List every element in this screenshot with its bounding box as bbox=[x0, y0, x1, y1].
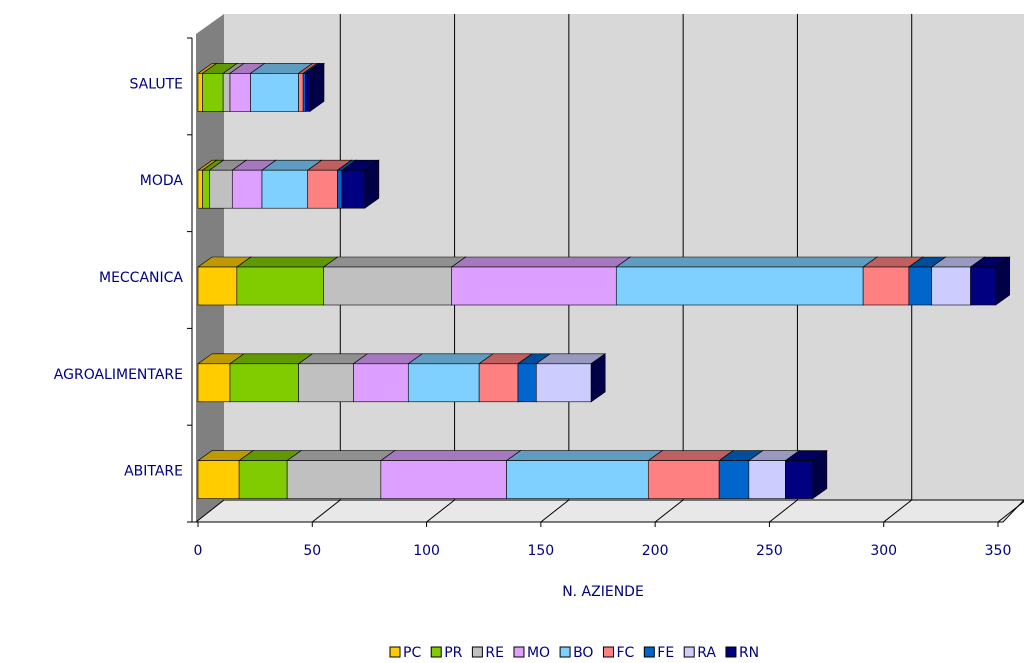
bar bbox=[478, 363, 519, 403]
bar bbox=[197, 169, 203, 209]
bar bbox=[298, 363, 354, 403]
bar bbox=[238, 460, 288, 499]
bar bbox=[250, 73, 299, 112]
legend-swatch bbox=[430, 646, 442, 658]
bar-top bbox=[450, 256, 632, 268]
legend-swatch bbox=[513, 646, 525, 658]
legend-swatch bbox=[559, 646, 571, 658]
bar bbox=[506, 460, 649, 499]
bar bbox=[236, 266, 325, 306]
legend-label: FC bbox=[616, 645, 634, 661]
legend-label: PR bbox=[444, 645, 462, 661]
bar bbox=[380, 460, 507, 499]
x-axis-title: N. AZIENDE bbox=[562, 584, 644, 600]
grid-line bbox=[311, 499, 341, 523]
bar bbox=[209, 169, 233, 209]
x-tick-label: 350 bbox=[985, 543, 1012, 559]
bar bbox=[197, 460, 240, 499]
bar bbox=[202, 169, 210, 209]
bar bbox=[197, 266, 238, 306]
grid-line bbox=[426, 499, 455, 523]
x-tick-label: 200 bbox=[642, 543, 669, 559]
bar-top bbox=[286, 450, 396, 461]
bar-top bbox=[235, 256, 339, 268]
bar bbox=[305, 73, 311, 112]
legend-label: RA bbox=[697, 645, 716, 661]
legend-label: RN bbox=[739, 645, 759, 661]
bar bbox=[535, 363, 592, 403]
bar-top bbox=[647, 450, 735, 461]
bar bbox=[197, 363, 231, 403]
bar bbox=[785, 460, 814, 499]
x-tick-label: 300 bbox=[870, 543, 897, 559]
legend-swatch bbox=[471, 646, 483, 658]
bar bbox=[197, 73, 203, 112]
bar bbox=[908, 266, 933, 306]
bar bbox=[407, 363, 480, 403]
bar bbox=[231, 169, 263, 209]
legend-swatch bbox=[725, 646, 737, 658]
x-tick-label: 250 bbox=[756, 543, 783, 559]
bar bbox=[748, 460, 786, 499]
bar bbox=[647, 460, 720, 499]
bar bbox=[261, 169, 309, 209]
bar bbox=[353, 363, 409, 403]
floor bbox=[194, 499, 1024, 523]
bar bbox=[517, 363, 537, 403]
y-tick-label: AGROALIMENTARE bbox=[54, 367, 183, 383]
bar bbox=[286, 460, 382, 499]
legend-label: FE bbox=[657, 645, 674, 661]
bar bbox=[862, 266, 910, 306]
bar-top bbox=[615, 256, 879, 268]
bar bbox=[451, 266, 617, 306]
legend-label: BO bbox=[573, 645, 593, 661]
y-tick-label: SALUTE bbox=[130, 76, 183, 92]
bar bbox=[323, 266, 453, 306]
bar bbox=[202, 73, 224, 112]
grid-line bbox=[769, 499, 798, 523]
bar-top bbox=[407, 353, 495, 365]
grid-line bbox=[540, 499, 570, 523]
x-tick-label: 150 bbox=[527, 543, 554, 559]
bar bbox=[931, 266, 971, 306]
bar bbox=[337, 169, 343, 209]
legend-label: PC bbox=[403, 645, 421, 661]
bar bbox=[222, 73, 231, 112]
bar bbox=[615, 266, 864, 306]
bar-side bbox=[590, 353, 606, 403]
bar bbox=[718, 460, 750, 499]
x-tick-label: 100 bbox=[413, 543, 440, 559]
y-tick-label: MECCANICA bbox=[99, 270, 183, 286]
grid-line bbox=[997, 500, 1024, 523]
bar-top bbox=[322, 256, 467, 268]
legend-swatch bbox=[643, 646, 655, 658]
legend-label: RE bbox=[485, 645, 504, 661]
bar bbox=[970, 266, 997, 306]
bar bbox=[341, 169, 366, 209]
bar bbox=[229, 73, 251, 112]
grid-line bbox=[883, 499, 913, 523]
legend-label: MO bbox=[527, 645, 550, 661]
x-tick-label: 50 bbox=[303, 543, 321, 559]
y-tick-label: ABITARE bbox=[124, 464, 183, 480]
legend-swatch bbox=[602, 646, 614, 658]
y-tick-label: MODA bbox=[140, 173, 184, 189]
legend-swatch bbox=[683, 646, 695, 658]
grid-line bbox=[654, 499, 684, 523]
x-tick-label: 0 bbox=[194, 543, 203, 559]
bar bbox=[302, 73, 306, 112]
legend-swatch bbox=[389, 646, 401, 658]
bar-top bbox=[379, 450, 522, 461]
bar bbox=[307, 169, 338, 209]
bar bbox=[229, 363, 299, 403]
bar bbox=[298, 73, 304, 112]
bar-top bbox=[505, 450, 664, 461]
